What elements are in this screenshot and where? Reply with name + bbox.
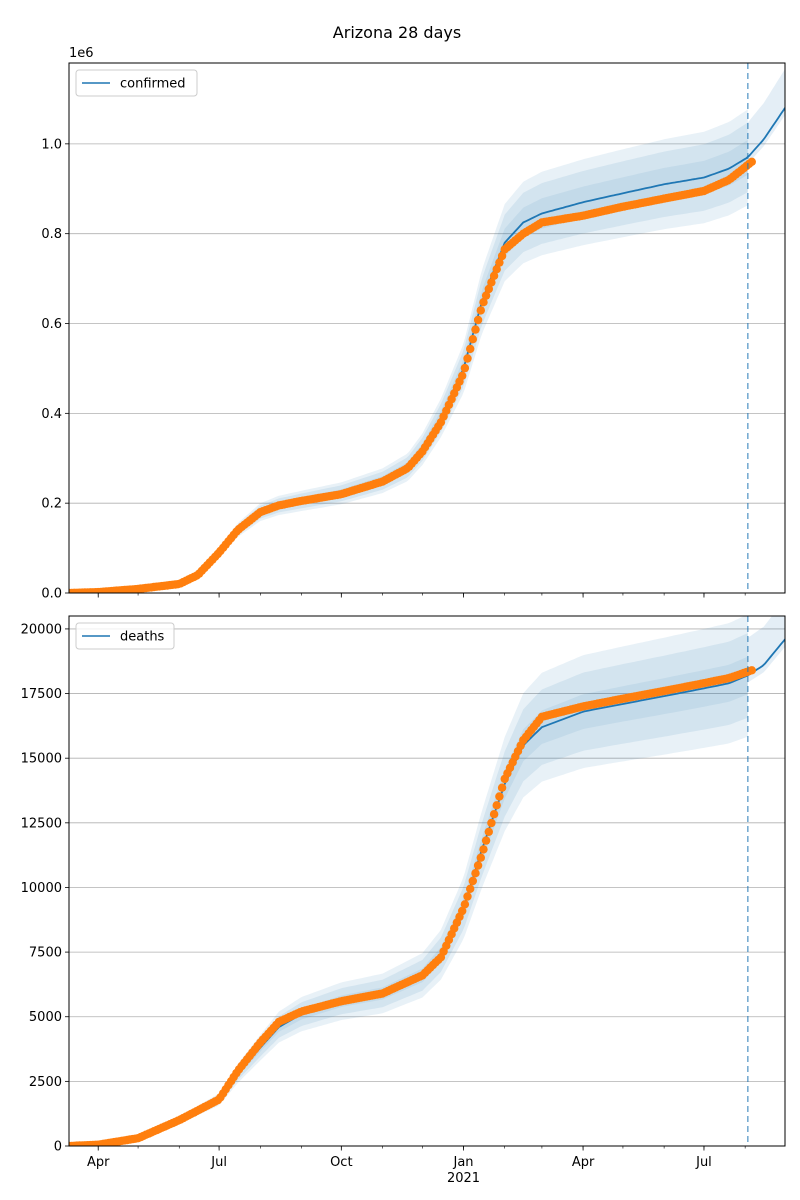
uncertainty-band: [69, 109, 748, 593]
observed-point: [479, 298, 488, 307]
y-tick-label: 5000: [29, 1010, 62, 1025]
x-year-label: 2021: [447, 1171, 480, 1186]
deaths-legend-label: deaths: [120, 630, 165, 645]
observed-point: [497, 783, 507, 792]
x-tick-label: Apr: [87, 1155, 110, 1170]
x-tick-label: Jul: [695, 1155, 712, 1170]
observed-point: [747, 666, 756, 675]
observed-point: [484, 827, 493, 836]
observed-point: [476, 306, 485, 315]
observed-point: [747, 157, 756, 166]
deaths-x-ticks: Apr Jul Oct Jan Apr Jul: [87, 1146, 746, 1170]
confirmed-y-offset-label: 1e6: [69, 46, 94, 61]
y-tick-label: 0.2: [41, 497, 62, 512]
y-tick-label: 20000: [21, 622, 62, 637]
deaths-bands: [69, 616, 785, 1146]
confirmed-x-ticks: [97, 593, 746, 598]
observed-point: [473, 315, 483, 325]
observed-point: [481, 291, 491, 300]
deaths-panel: 0 2500 5000 7500 10000 12500 15000 17500 20000 A…: [21, 615, 786, 1186]
x-tick-label: Jul: [210, 1155, 227, 1170]
forecast-band: [747, 616, 785, 683]
y-tick-label: 0.8: [41, 227, 62, 242]
confirmed-legend-label: confirmed: [120, 77, 186, 92]
observed-point: [468, 335, 477, 344]
y-tick-label: 2500: [29, 1075, 62, 1090]
uncertainty-band: [69, 122, 748, 593]
y-tick-label: 7500: [29, 946, 62, 961]
observed-point: [476, 853, 485, 862]
observed-point: [463, 892, 472, 901]
y-tick-label: 0.0: [41, 587, 62, 602]
confirmed-legend-box: [75, 69, 198, 97]
observed-point: [466, 344, 475, 354]
y-tick-label: 15000: [21, 752, 62, 767]
observed-point: [460, 363, 470, 373]
confirmed-bands: [69, 69, 785, 593]
observed-point: [468, 876, 477, 886]
confirmed-y-ticks: 0.0 0.2 0.4 0.6 0.8 1.0: [41, 137, 69, 602]
observed-point: [492, 265, 501, 274]
deaths-legend: deaths: [75, 622, 175, 650]
observed-point: [458, 371, 467, 380]
y-tick-label: 1.0: [41, 137, 62, 152]
confirmed-panel: 0.0 0.2 0.4 0.6 0.8 1.0 1e6 confirmed: [41, 46, 786, 602]
y-tick-label: 0.4: [41, 407, 62, 422]
y-tick-label: 0: [54, 1140, 62, 1155]
y-tick-label: 10000: [21, 881, 62, 896]
y-tick-label: 0.6: [41, 317, 62, 332]
observed-point: [471, 325, 480, 334]
confirmed-legend: confirmed: [75, 69, 198, 97]
observed-point: [473, 861, 483, 870]
deaths-legend-box: [75, 622, 175, 650]
uncertainty-band: [69, 139, 748, 593]
observed-point: [487, 818, 496, 828]
x-tick-label: Oct: [330, 1155, 352, 1170]
observed-point: [497, 251, 507, 261]
observed-point: [489, 271, 499, 280]
uncertainty-band: [69, 656, 748, 1146]
uncertainty-band: [69, 616, 748, 1146]
deaths-axes-frame: [68, 615, 786, 1147]
forecast-band: [747, 69, 785, 164]
observed-point: [471, 869, 480, 878]
observed-point: [458, 906, 467, 916]
y-tick-label: 17500: [21, 687, 62, 702]
observed-point: [495, 258, 504, 267]
observed-point: [466, 884, 475, 893]
observed-point: [495, 792, 504, 801]
observed-point: [460, 900, 470, 909]
x-tick-label: Apr: [572, 1155, 595, 1170]
deaths-y-ticks: 0 2500 5000 7500 10000 12500 15000 17500 20000: [21, 622, 69, 1155]
observed-point: [481, 836, 491, 845]
y-tick-label: 12500: [21, 816, 62, 831]
confirmed-axes-frame: [68, 62, 786, 594]
observed-point: [487, 278, 496, 287]
x-tick-label: Jan: [453, 1155, 474, 1170]
observed-point: [484, 284, 493, 294]
confirmed-observed-points: [69, 157, 756, 593]
observed-point: [463, 354, 472, 363]
observed-point: [492, 801, 501, 810]
observed-point: [489, 810, 499, 819]
deaths-observed-points: [69, 666, 756, 1146]
observed-point: [479, 845, 488, 854]
figure-title: Arizona 28 days: [333, 23, 461, 42]
